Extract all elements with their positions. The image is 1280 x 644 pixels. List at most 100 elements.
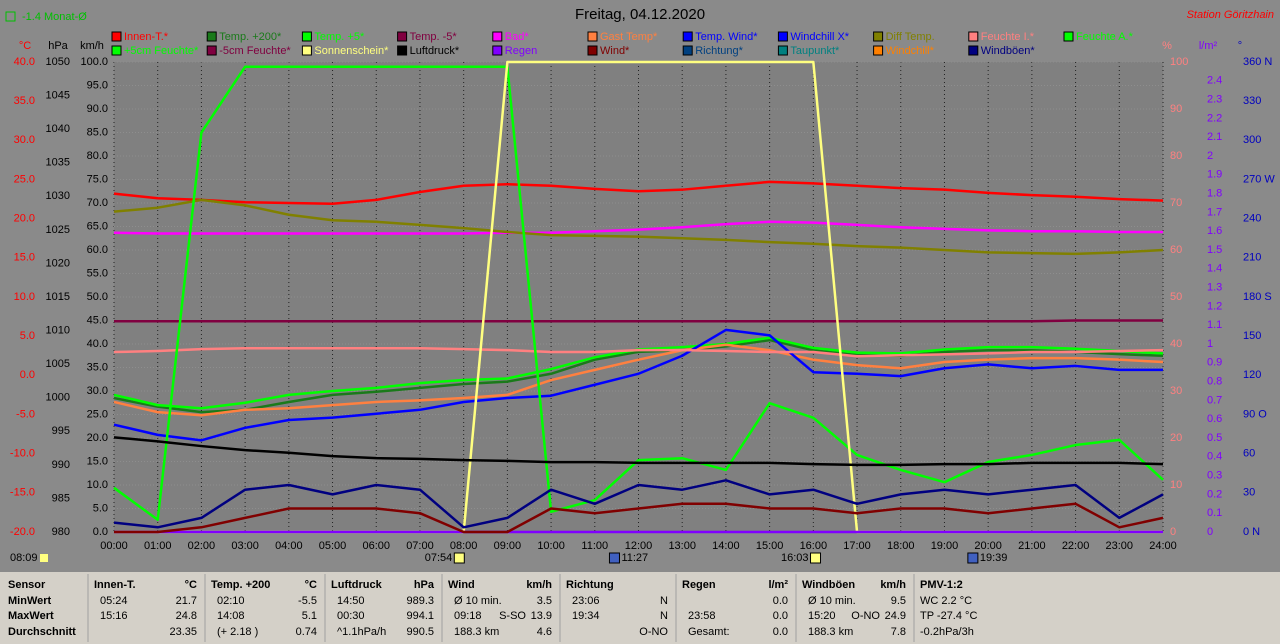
series-line (113, 328, 1163, 442)
x-tick-label: 03:00 (231, 540, 259, 552)
legend-label: Temp. +5* (314, 31, 365, 43)
x-tick-label: 13:00 (668, 540, 696, 552)
legend-label: Temp. Wind* (695, 31, 758, 43)
y-tick-label: 240 (1243, 213, 1261, 225)
y-tick-label: 65.0 (87, 220, 108, 232)
x-tick-label: 20:00 (974, 540, 1002, 552)
month-icon (5, 11, 16, 22)
x-tick-label: 05:00 (319, 540, 347, 552)
y-tick-label: 20.0 (87, 432, 108, 444)
month-note: -1.4 Monat-Ø (22, 11, 87, 23)
stats-row-label: Sensor (8, 579, 46, 591)
stats-cell: 23:06 (572, 595, 600, 607)
y-tick-label: 2 (1207, 150, 1213, 162)
x-tick-label: 22:00 (1062, 540, 1090, 552)
legend-swatch (777, 45, 788, 56)
axis-title: hPa (48, 40, 68, 52)
y-tick-label: 100 (1170, 56, 1188, 68)
y-tick-label: 1.1 (1207, 319, 1222, 331)
stats-cell: 21.7 (176, 595, 197, 607)
axis-title: °C (19, 40, 31, 52)
y-tick-label: 80.0 (87, 150, 108, 162)
stats-title: Windböen (802, 579, 855, 591)
y-tick-label: 0.1 (1207, 507, 1222, 519)
x-tick-label: 16:00 (800, 540, 828, 552)
y-tick-label: 90 O (1243, 408, 1267, 420)
legend-swatch (873, 45, 884, 56)
annotation-label: 16:03 (781, 552, 809, 564)
legend-label: Taupunkt* (790, 45, 840, 57)
legend-swatch (873, 31, 884, 42)
stats-cell: (+ 2.18 ) (217, 626, 258, 638)
y-tick-label: 85.0 (87, 126, 108, 138)
y-tick-label: 0.4 (1207, 451, 1222, 463)
y-tick-label: 5.0 (20, 330, 35, 342)
y-tick-label: 1 (1207, 338, 1213, 350)
y-tick-label: 20 (1170, 432, 1182, 444)
x-tick-label: 11:00 (581, 540, 608, 552)
y-tick-label: 40 (1170, 338, 1182, 350)
x-tick-label: 12:00 (625, 540, 653, 552)
stats-title: PMV-1:2 (920, 579, 963, 591)
y-tick-label: 1015 (46, 291, 70, 303)
y-tick-label: 60 (1170, 244, 1182, 256)
x-tick-label: 06:00 (362, 540, 390, 552)
legend-label: Diff Temp. (886, 31, 935, 43)
axis-title: km/h (80, 40, 104, 52)
x-tick-label: 23:00 (1106, 540, 1134, 552)
legend-label: Temp. +200* (219, 31, 282, 43)
series-line (113, 220, 1163, 235)
stats-cell: 14:50 (337, 595, 365, 607)
y-tick-label: 90 (1170, 103, 1182, 115)
axis-title: ° (1238, 40, 1242, 52)
x-tick-label: 08:00 (450, 540, 478, 552)
legend-label: Feuchte A.* (1076, 31, 1134, 43)
stats-cell: -5.5 (298, 595, 317, 607)
stats-cell: N (660, 595, 668, 607)
y-tick-label: 1035 (46, 157, 70, 169)
y-tick-label: 10.0 (87, 479, 108, 491)
stats-cell: Ø 10 min. (454, 595, 502, 607)
stats-title: Temp. +200 (211, 579, 270, 591)
y-tick-label: 985 (52, 492, 70, 504)
y-tick-label: 0 (1170, 526, 1176, 538)
legend-label: Sonnenschein* (314, 45, 389, 57)
y-tick-label: 60.0 (87, 244, 108, 256)
legend-swatch (968, 31, 979, 42)
left-note-icon (40, 554, 48, 562)
y-tick-label: 1025 (46, 224, 70, 236)
stats-cell: Gesamt: (688, 626, 730, 638)
stats-cell: 990.5 (406, 626, 434, 638)
legend-swatch (682, 45, 693, 56)
x-tick-label: 14:00 (712, 540, 740, 552)
y-tick-label: 1020 (46, 257, 70, 269)
stats-cell: TP -27.4 °C (920, 610, 977, 622)
stats-unit: °C (305, 579, 317, 591)
x-tick-label: 04:00 (275, 540, 303, 552)
legend-label: Bad* (505, 31, 530, 43)
x-tick-label: 15:00 (756, 540, 784, 552)
legend-swatch (1063, 31, 1074, 42)
annotation-icon (608, 552, 620, 564)
legend-swatch (206, 45, 217, 56)
series-line (113, 65, 1164, 522)
legend-swatch (777, 31, 788, 42)
stats-unit: hPa (414, 579, 435, 591)
stats-cell: 23:58 (688, 610, 716, 622)
legend-swatch (397, 45, 408, 56)
y-tick-label: 980 (52, 526, 70, 538)
y-tick-label: 1.4 (1207, 263, 1222, 275)
legend-label: Temp. -5* (410, 31, 458, 43)
y-tick-label: 70 (1170, 197, 1182, 209)
y-tick-label: 0.2 (1207, 488, 1222, 500)
stats-panel (0, 572, 1280, 644)
legend-swatch (301, 45, 312, 56)
stats-cell: 02:10 (217, 595, 245, 607)
stats-unit: l/m² (768, 579, 788, 591)
left-note: 08:09 (10, 552, 38, 564)
legend-swatch (492, 31, 503, 42)
y-tick-label: 0.9 (1207, 357, 1222, 369)
y-tick-label: 40.0 (87, 338, 108, 350)
stats-cell: ^1.1hPa/h (337, 626, 386, 638)
legend-label: Feuchte I.* (981, 31, 1035, 43)
